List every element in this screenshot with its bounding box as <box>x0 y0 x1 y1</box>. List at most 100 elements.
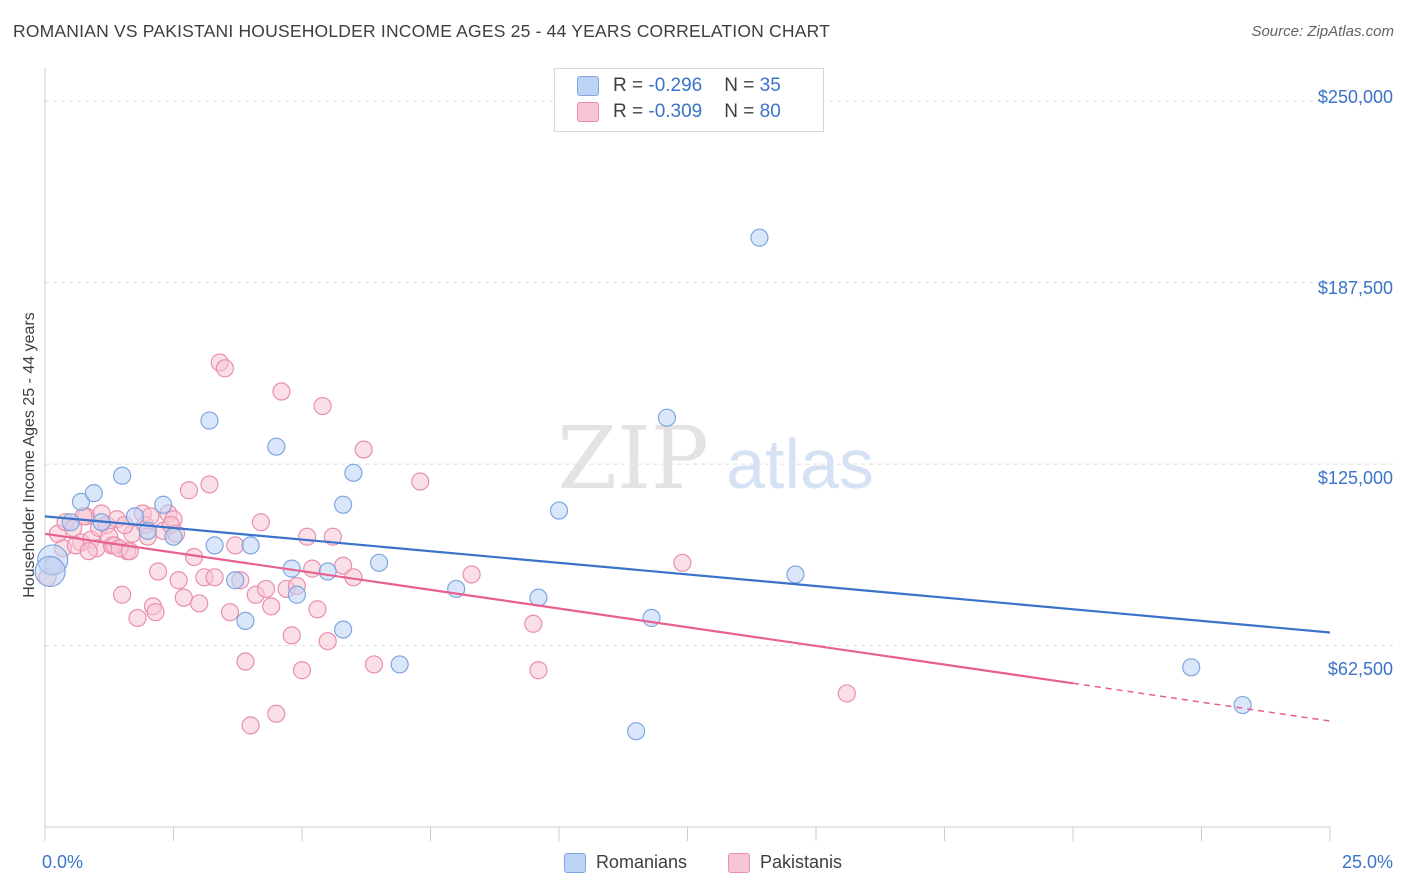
legend-n-label: N = <box>724 101 760 122</box>
romanian-point <box>549 501 569 520</box>
pakistani-point <box>411 472 430 491</box>
romanians-legend-swatch <box>563 853 586 874</box>
romanian-point <box>318 562 337 581</box>
pakistani-point <box>112 585 132 604</box>
romanian-point <box>626 722 646 741</box>
stats-legend: R = -0.296 N = 35 R = -0.309 N = 80 <box>554 68 824 132</box>
romanian-point <box>236 611 255 630</box>
romanian-point <box>205 536 224 555</box>
pakistani-point <box>200 475 219 494</box>
pakistani-point <box>313 396 332 416</box>
romanian-point <box>1233 695 1252 715</box>
romanian-point <box>34 555 66 588</box>
x-axis-min-label: 0.0% <box>42 852 84 872</box>
legend-n-value: 35 <box>759 75 781 96</box>
pakistani-point <box>837 684 856 703</box>
romanians-legend-label: Romanians <box>595 852 687 872</box>
pakistani-point <box>318 632 337 651</box>
legend-item-romanians[interactable]: Romanians <box>563 852 687 874</box>
y-tick-125000: $125,000 <box>1317 468 1393 488</box>
pakistani-point <box>298 527 317 546</box>
romanian-point <box>241 536 260 555</box>
legend-r-value: -0.296 <box>648 75 703 96</box>
romanian-point <box>71 492 91 511</box>
romanian-point <box>226 571 245 590</box>
trend-lines <box>44 515 1331 722</box>
pakistani-point <box>179 481 199 500</box>
pakistani-point <box>205 568 224 587</box>
romanian-point <box>334 495 353 514</box>
pakistani-point <box>673 553 692 572</box>
watermark-atlas: atlas <box>726 425 874 503</box>
pakistani-point <box>236 652 255 671</box>
romanian-point <box>125 507 145 526</box>
pakistani-point <box>262 597 281 616</box>
romanian-point <box>164 527 183 546</box>
pakistani-point <box>256 579 276 599</box>
romanian-point <box>390 655 409 674</box>
legend-row-romanians: R = -0.296 N = 35 <box>577 75 781 101</box>
pakistanis-swatch <box>577 101 599 122</box>
pakistani-point <box>128 608 147 628</box>
pakistani-point <box>174 588 193 607</box>
legend-n-label: N = <box>724 75 760 96</box>
pakistani-point <box>190 594 209 613</box>
pakistani-point <box>267 704 286 723</box>
legend-r-label: R = <box>613 101 649 122</box>
y-tick-250000: $250,000 <box>1317 87 1393 107</box>
pakistani-point <box>146 603 165 622</box>
romanian-point <box>334 620 353 639</box>
romanian-point <box>370 553 389 572</box>
pakistani-point <box>308 600 327 619</box>
legend-r-value: -0.309 <box>648 101 703 122</box>
pakistanis-trend-line <box>44 532 1074 685</box>
romanian-point <box>200 411 219 430</box>
romanian-point <box>1182 658 1201 677</box>
pakistani-point <box>462 565 481 584</box>
pakistani-point <box>215 359 234 378</box>
romanian-point <box>84 484 103 503</box>
pakistani-point <box>226 536 245 555</box>
legend-n-value: 80 <box>759 101 781 122</box>
pakistanis-legend-label: Pakistanis <box>760 852 843 872</box>
pakistani-point <box>364 655 384 674</box>
pakistanis-trend-extension <box>1072 682 1331 722</box>
series-legend: Romanians Pakistanis <box>0 852 1406 874</box>
pakistani-point <box>79 542 98 561</box>
romanian-point <box>61 513 80 532</box>
pakistani-point <box>251 513 270 532</box>
romanian-point <box>154 495 173 514</box>
pakistani-point <box>524 614 543 633</box>
pakistani-point <box>148 562 168 581</box>
romanian-point <box>267 437 286 456</box>
source-label: Source: ZipAtlas.com <box>1251 23 1394 40</box>
pakistanis-points <box>38 353 856 735</box>
romanians-swatch <box>577 75 599 96</box>
pakistani-point <box>292 661 312 680</box>
pakistani-point <box>529 661 548 680</box>
chart-title: ROMANIAN VS PAKISTANI HOUSEHOLDER INCOME… <box>13 21 831 41</box>
romanian-point <box>750 228 769 247</box>
pakistani-point <box>354 440 373 459</box>
romanian-point <box>657 408 677 427</box>
axes <box>44 68 1331 841</box>
romanian-point <box>344 463 363 482</box>
legend-r-label: R = <box>613 75 649 96</box>
watermark-zip: ZIP <box>557 409 709 509</box>
romanian-point <box>112 466 132 485</box>
romanian-point <box>786 565 805 584</box>
romanian-point <box>287 585 306 604</box>
x-axis-max-label: 25.0% <box>1341 852 1393 872</box>
romanians-trend-line <box>44 515 1331 634</box>
legend-item-pakistanis[interactable]: Pakistanis <box>728 852 843 874</box>
pakistanis-legend-swatch <box>728 853 750 874</box>
pakistani-point <box>282 626 301 645</box>
pakistani-point <box>169 571 188 590</box>
y-tick-187500: $187,500 <box>1317 278 1393 298</box>
legend-row-pakistanis: R = -0.309 N = 80 <box>577 101 781 127</box>
watermark: ZIP atlas <box>557 409 874 509</box>
y-tick-62500: $62,500 <box>1327 659 1393 679</box>
pakistani-point <box>220 603 240 622</box>
pakistani-point <box>272 382 291 401</box>
